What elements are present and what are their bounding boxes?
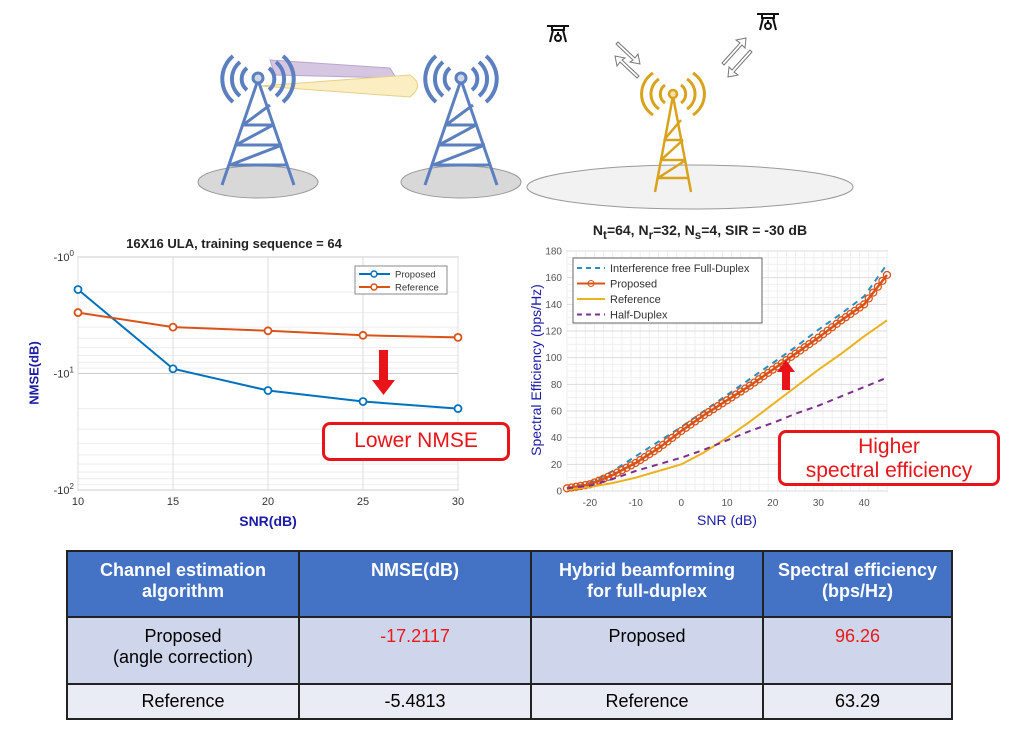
- x-tick-label: 10: [72, 496, 84, 508]
- data-point: [869, 288, 878, 297]
- callout-higher-se: Higher spectral efficiency: [778, 430, 1000, 486]
- header-cell: Spectral efficiency (bps/Hz): [762, 550, 953, 618]
- drone-icon: [757, 13, 779, 31]
- y-tick-label: 120: [545, 327, 562, 338]
- data-point: [882, 270, 892, 280]
- x-tick-label: 40: [859, 498, 871, 509]
- x-tick-label: 30: [452, 496, 464, 508]
- table-cell: Proposed: [530, 616, 764, 685]
- y-tick-label: 80: [551, 380, 563, 391]
- chart-title-nmse: 16X16 ULA, training sequence = 64: [126, 236, 342, 251]
- table-cell: Reference: [530, 683, 764, 720]
- beam-icon: [259, 74, 418, 98]
- y-tick-label: 100: [545, 353, 562, 364]
- header-cell: Hybrid beamforming for full-duplex: [530, 550, 764, 618]
- data-point: [622, 463, 631, 472]
- down-arrow-icon: [372, 350, 395, 395]
- y-tick-label: -101: [54, 366, 75, 381]
- data-point: [864, 294, 873, 303]
- table-cell: 63.29: [762, 683, 953, 720]
- y-tick-label: 60: [551, 407, 563, 418]
- callout-line: Higher: [858, 435, 920, 458]
- callout-lower-nmse: Lower NMSE: [322, 422, 510, 461]
- x-tick-label: 25: [357, 496, 369, 508]
- x-tick-label: -10: [628, 498, 643, 509]
- legend-label: Proposed: [610, 279, 657, 291]
- legend-marker: [370, 283, 378, 291]
- legend-label: Interference free Full-Duplex: [610, 263, 750, 275]
- data-point: [626, 461, 636, 470]
- data-point: [263, 386, 273, 395]
- data-point: [878, 276, 887, 286]
- data-point: [859, 300, 869, 309]
- data-point: [603, 472, 613, 482]
- data-point: [168, 322, 178, 332]
- x-axis-label-se: SNR (dB): [697, 512, 757, 528]
- legend-label: Reference: [610, 294, 661, 306]
- x-tick-label: 30: [813, 498, 825, 509]
- y-axis-label-nmse: NMSE(dB): [26, 341, 42, 405]
- legend-label: Half-Duplex: [610, 310, 668, 322]
- header-cell: NMSE(dB): [298, 550, 532, 618]
- legend-box: [354, 265, 448, 295]
- x-tick-label: -20: [583, 498, 598, 509]
- data-point: [453, 404, 463, 413]
- x-tick-label: 20: [767, 498, 779, 509]
- table-cell: -17.2117: [298, 616, 532, 685]
- tower-icon: [423, 54, 499, 186]
- y-tick-label: 20: [551, 460, 563, 471]
- table-cell: 96.26: [762, 616, 953, 685]
- chart-title-se: Nt=64, Nr=32, Ns=4, SIR = -30 dB: [592, 222, 808, 242]
- y-tick-label: -100: [54, 249, 75, 264]
- table-cell: Reference: [66, 683, 300, 720]
- data-point: [873, 282, 883, 291]
- series-line-reference: [566, 319, 888, 491]
- comparison-table: Channel estimation algorithm NMSE(dB) Hyb…: [66, 550, 953, 720]
- up-arrow-icon: [777, 360, 795, 390]
- y-tick-label: 180: [545, 247, 562, 258]
- data-point: [617, 466, 627, 475]
- data-point: [613, 468, 622, 477]
- x-tick-label: 20: [262, 496, 274, 508]
- data-point: [576, 481, 585, 491]
- double-arrow-icon: [614, 37, 753, 79]
- data-point: [594, 476, 604, 485]
- data-point: [358, 330, 368, 340]
- table-row: Proposed (angle correction) -17.2117 Prop…: [66, 616, 953, 685]
- tower-icon: [220, 54, 296, 186]
- data-point: [263, 326, 273, 336]
- tower-icon: [640, 71, 706, 193]
- callout-line: spectral efficiency: [805, 459, 973, 482]
- header-cell: Channel estimation algorithm: [66, 550, 300, 618]
- x-axis-label-nmse: SNR(dB): [239, 513, 297, 529]
- drone-icon: [547, 25, 569, 43]
- legend-marker: [370, 270, 378, 278]
- network-illustration: [197, 13, 854, 210]
- legend-marker: [587, 280, 595, 287]
- table-row: Reference -5.4813 Reference 63.29: [66, 683, 953, 720]
- series-line-half-duplex: [566, 376, 888, 490]
- x-tick-label: 10: [721, 498, 733, 509]
- data-point: [358, 397, 368, 406]
- x-tick-label: 0: [679, 498, 685, 509]
- y-tick-label: 160: [545, 273, 562, 284]
- data-point: [453, 333, 463, 342]
- y-axis-label-se: Spectral Efficiency (bps/Hz): [528, 284, 544, 456]
- legend-label: Reference: [395, 283, 439, 294]
- y-tick-label: -102: [54, 482, 75, 497]
- series-line-interference-free-full-duplex: [566, 263, 888, 490]
- legend-label: Proposed: [395, 270, 436, 281]
- data-point: [73, 308, 83, 317]
- y-tick-label: 140: [545, 300, 562, 311]
- table-cell: -5.4813: [298, 683, 532, 720]
- data-point: [73, 285, 83, 294]
- table-header-row: Channel estimation algorithm NMSE(dB) Hyb…: [66, 550, 953, 618]
- data-point: [168, 364, 178, 374]
- table-cell: Proposed (angle correction): [66, 616, 300, 685]
- y-tick-label: 0: [556, 487, 562, 498]
- y-tick-label: 40: [551, 433, 563, 444]
- x-tick-label: 15: [167, 496, 179, 508]
